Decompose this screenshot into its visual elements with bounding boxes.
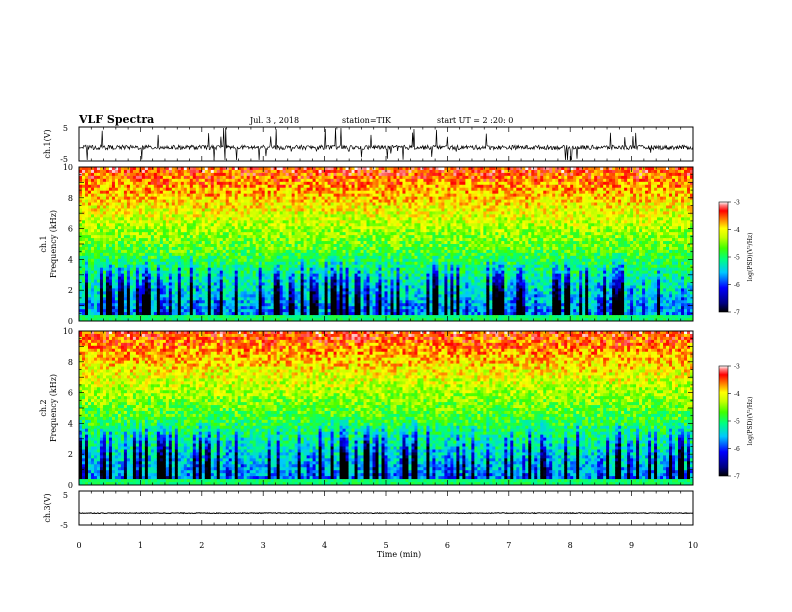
ch3-waveform-frame <box>78 490 694 526</box>
colorbar-tick-label: -4 <box>734 227 740 234</box>
colorbar-tick-label: -3 <box>734 364 740 371</box>
ch1-spectrogram-ylabel: Frequency (kHz) <box>49 210 58 278</box>
ch2-spectrogram-image <box>79 331 693 485</box>
colorbar-tick-label: -7 <box>734 474 740 481</box>
date-label: Jul. 3 , 2018 <box>249 116 299 125</box>
time-xtick-label: 8 <box>568 541 573 550</box>
ch3-waveform-line <box>78 511 694 515</box>
ch2-spectrogram-ylabel: Frequency (kHz) <box>49 374 58 442</box>
ch1-waveform-panel: 5 -5 ch.1(V) <box>43 124 694 164</box>
ch2-colorbar-label: log(PSD)(V²/Hz) <box>747 397 754 446</box>
ch3-waveform-ticks <box>78 491 694 525</box>
ch2-spectrogram-ticks <box>78 330 694 486</box>
time-xtick-label: 4 <box>322 541 327 550</box>
time-xtick-label: 10 <box>688 541 698 550</box>
ch3-waveform-panel: 5 -5 ch.3(V) 0 1 2 3 4 5 6 7 8 9 10 Time (min) <box>43 490 698 559</box>
colorbar-tick-label: -6 <box>734 446 740 453</box>
ch3-ytick-bottom: -5 <box>60 521 68 530</box>
time-xtick-label: 9 <box>629 541 634 550</box>
ch1-waveform-line <box>78 127 694 161</box>
freq-ytick-label: 4 <box>68 255 73 264</box>
ch3-waveform-ylabel: ch.3(V) <box>43 493 52 522</box>
freq-ytick-label: 6 <box>68 389 73 398</box>
time-xtick-label: 2 <box>199 541 204 550</box>
ch1-waveform-frame <box>78 126 694 162</box>
colorbar-tick-label: -6 <box>734 282 740 289</box>
start-time-label: start UT = 2 :20: 0 <box>437 116 513 125</box>
freq-ytick-label: 8 <box>68 194 73 203</box>
freq-ytick-label: 0 <box>68 317 73 326</box>
time-xtick-label: 1 <box>138 541 143 550</box>
ch2-colorbar <box>718 365 729 477</box>
freq-ytick-label: 2 <box>68 286 73 295</box>
figure-title: VLF Spectra <box>78 113 154 126</box>
colorbar-tick-label: -5 <box>734 419 740 426</box>
time-xtick-label: 7 <box>506 541 511 550</box>
colorbar-tick-label: -3 <box>734 200 740 207</box>
freq-ytick-label: 10 <box>63 327 73 336</box>
time-xtick-label: 3 <box>261 541 266 550</box>
ch1-spectrogram-image <box>79 167 693 321</box>
freq-ytick-label: 4 <box>68 419 73 428</box>
colorbar-tick-label: -4 <box>734 391 740 398</box>
ch1-ytick-bottom: -5 <box>60 155 68 164</box>
ch1-waveform-ylabel: ch.1(V) <box>43 129 52 158</box>
freq-ytick-label: 6 <box>68 225 73 234</box>
ch1-ytick-top: 5 <box>63 124 68 133</box>
ch1-colorbar-ticks: -3 -4 -5 -6 -7 <box>728 200 740 317</box>
time-xlabel: Time (min) <box>377 550 421 559</box>
ch2-spectrogram-yticklabels: 0 2 4 6 8 10 <box>63 327 73 490</box>
ch2-spectrogram-ylabel-channel: ch.2 <box>39 399 48 416</box>
colorbar-tick-label: -7 <box>734 310 740 317</box>
time-xticklabels: 0 1 2 3 4 5 6 7 8 9 10 <box>76 541 698 550</box>
freq-ytick-label: 2 <box>68 450 73 459</box>
ch1-spectrogram-ticks <box>78 166 694 322</box>
ch1-colorbar <box>718 201 729 313</box>
ch1-spectrogram-yticklabels: 0 2 4 6 8 10 <box>63 163 73 326</box>
time-xtick-label: 0 <box>76 541 81 550</box>
ch1-waveform-ticks <box>78 127 694 161</box>
ch3-ytick-top: 5 <box>63 491 68 500</box>
freq-ytick-label: 0 <box>68 481 73 490</box>
time-xtick-label: 5 <box>383 541 388 550</box>
colorbar-tick-label: -5 <box>734 255 740 262</box>
ch2-colorbar-ticks: -3 -4 -5 -6 -7 <box>728 364 740 481</box>
freq-ytick-label: 8 <box>68 358 73 367</box>
ch1-spectrogram-ylabel-channel: ch.1 <box>39 235 48 252</box>
station-label: station=TIK <box>342 116 392 125</box>
freq-ytick-label: 10 <box>63 163 73 172</box>
ch1-colorbar-label: log(PSD)(V²/Hz) <box>747 233 754 282</box>
time-xtick-label: 6 <box>445 541 450 550</box>
